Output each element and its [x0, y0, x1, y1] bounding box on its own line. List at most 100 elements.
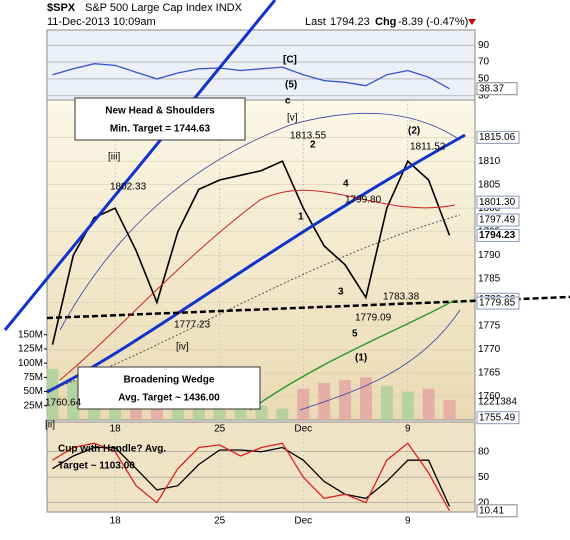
y2-tick-label: 100M: [18, 358, 43, 369]
volume-last: 1221384: [478, 397, 517, 408]
series-line: [52, 446, 451, 507]
symbol: $SPX: [47, 2, 76, 14]
y-tick-label: 70: [478, 57, 490, 68]
annotation: 1777.23: [174, 320, 211, 331]
annotation: 4: [343, 179, 349, 190]
down-arrow: [468, 19, 476, 25]
y-tick-label: 20: [478, 497, 490, 508]
annotation: (2): [408, 126, 420, 137]
annotation: 1813.55: [290, 131, 327, 142]
annotation: 1802.33: [110, 182, 147, 193]
annotation: Avg. Target ~ 1436.00: [118, 393, 220, 404]
series-line: [52, 63, 450, 90]
dotted-line: [46, 214, 461, 391]
annotation: New Head & Shoulders: [105, 106, 215, 117]
y-tick-label: 1760: [478, 391, 501, 402]
hs-box: [74, 97, 246, 141]
price-tag: [476, 296, 520, 310]
last-value: 1794.23: [330, 16, 370, 28]
annotation: Min. Target = 1744.63: [110, 124, 211, 135]
price-tag-label: 1794.23: [479, 230, 516, 241]
chg-value: -8.39 (-0.47%): [398, 16, 468, 28]
value-tag: [476, 82, 518, 96]
index-name: S&P 500 Large Cap Index INDX: [85, 2, 243, 14]
y2-tick-label: 25M: [24, 400, 43, 411]
annotation: c: [285, 96, 291, 107]
timestamp: 11-Dec-2013 10:09am: [47, 16, 156, 28]
price-tag: [476, 130, 520, 144]
band-upper: [59, 112, 461, 331]
annotation: [C]: [283, 55, 297, 66]
volume-bar: [380, 385, 393, 420]
y2-tick-label: 75M: [24, 372, 43, 383]
annotation: [v]: [287, 113, 298, 124]
y-tick-label: 80: [478, 446, 490, 457]
annotation: (5): [285, 80, 297, 91]
rsi-panel: [46, 29, 476, 101]
x-tick-label: Dec: [294, 516, 312, 527]
y-tick-label: 1785: [478, 273, 501, 284]
last-label: Last: [305, 16, 326, 28]
y-tick-label: 30: [478, 90, 490, 101]
annotation: 1811.52: [410, 142, 446, 153]
y-tick-label: 50: [478, 74, 490, 85]
price-tag-label: 1801.30: [479, 197, 516, 208]
volume-bar: [443, 400, 456, 420]
x-tick-label: 9: [405, 424, 411, 435]
annotation: 1760.64: [45, 398, 82, 409]
annotation: [iv]: [176, 342, 189, 353]
value-label: 10.41: [479, 505, 504, 516]
price-tag-label: 1779.85: [479, 298, 516, 309]
x-tick-label: 25: [214, 516, 226, 527]
annotation: 2: [310, 140, 316, 151]
price-tag: [476, 213, 520, 227]
y2-tick-label: 125M: [18, 344, 43, 355]
series-line: [51, 159, 451, 345]
y-tick-label: 1765: [478, 368, 501, 379]
annotation: 1: [298, 212, 304, 223]
y-tick-label: 1770: [478, 344, 501, 355]
price-tag: [476, 411, 520, 425]
ma-red: [59, 189, 456, 381]
volume-bar: [276, 408, 289, 420]
trend-line: [3, 0, 277, 331]
price-tag-label: 1797.49: [479, 215, 516, 226]
x-tick-label: 25: [214, 424, 226, 435]
annotation: [iii]: [108, 152, 120, 163]
series-line: [52, 442, 451, 512]
annotation: [ii]: [45, 420, 55, 431]
y-tick-label: 1790: [478, 250, 501, 261]
volume-bar: [46, 368, 59, 420]
volume-bar: [359, 377, 372, 420]
annotation: Broadening Wedge: [124, 375, 215, 386]
ma-green: [249, 299, 456, 411]
annotation: Target ~ 1103.00: [58, 461, 135, 472]
chg-label: Chg: [375, 16, 396, 28]
volume-bar: [339, 380, 352, 420]
annotation: 1779.09: [355, 313, 392, 324]
y-tick-label: 1810: [478, 156, 501, 167]
y-tick-label: 1775: [478, 321, 501, 332]
volume-bar: [67, 380, 80, 420]
x-tick-label: 9: [405, 516, 411, 527]
stoch-panel: [46, 421, 476, 513]
volume-bar: [422, 388, 435, 420]
price-tag: [476, 228, 520, 242]
y-tick-label: 90: [478, 40, 490, 51]
price-tag-label: 1755.49: [479, 412, 516, 423]
y2-tick-label: 50M: [24, 386, 43, 397]
annotation: 1783.38: [383, 292, 420, 303]
annotation: 3: [338, 287, 344, 298]
annotation: (1): [355, 353, 367, 364]
value-label: 38.37: [479, 83, 504, 94]
x-tick-label: Dec: [294, 424, 312, 435]
annotation: Cup with Handle? Avg.: [58, 444, 166, 455]
x-tick-label: 18: [110, 424, 122, 435]
price-tag: [476, 195, 520, 209]
volume-bar: [401, 391, 414, 420]
volume-bar: [297, 388, 310, 420]
band-lower: [299, 309, 461, 411]
y-tick-label: 50: [478, 472, 490, 483]
